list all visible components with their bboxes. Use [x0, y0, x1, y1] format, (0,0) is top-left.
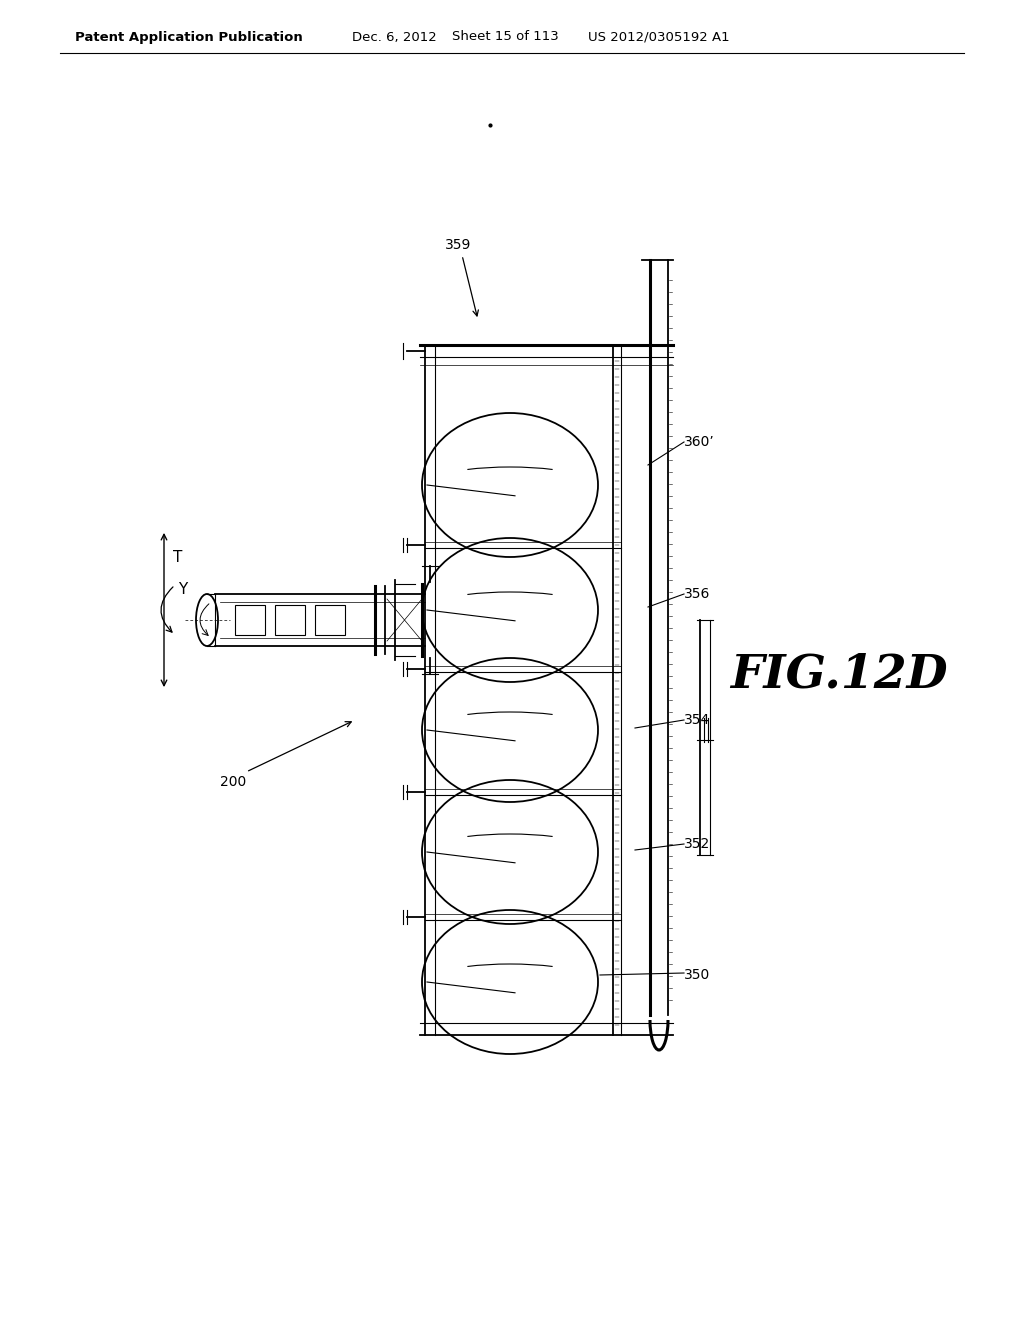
Text: FIG.12D: FIG.12D [730, 652, 947, 698]
Text: Y: Y [178, 582, 187, 598]
Text: 359: 359 [445, 238, 471, 252]
Text: 200: 200 [220, 775, 246, 789]
Text: 352: 352 [684, 837, 711, 851]
Text: 360’: 360’ [684, 436, 715, 449]
Text: 354: 354 [684, 713, 711, 727]
Text: T: T [173, 550, 182, 565]
Text: Patent Application Publication: Patent Application Publication [75, 30, 303, 44]
Text: Sheet 15 of 113: Sheet 15 of 113 [452, 30, 559, 44]
Bar [315, 605, 345, 635]
Text: Dec. 6, 2012: Dec. 6, 2012 [352, 30, 437, 44]
Text: US 2012/0305192 A1: US 2012/0305192 A1 [588, 30, 730, 44]
Bar [275, 605, 305, 635]
Text: 356: 356 [684, 587, 711, 601]
Text: 350: 350 [684, 968, 711, 982]
Bar [234, 605, 265, 635]
